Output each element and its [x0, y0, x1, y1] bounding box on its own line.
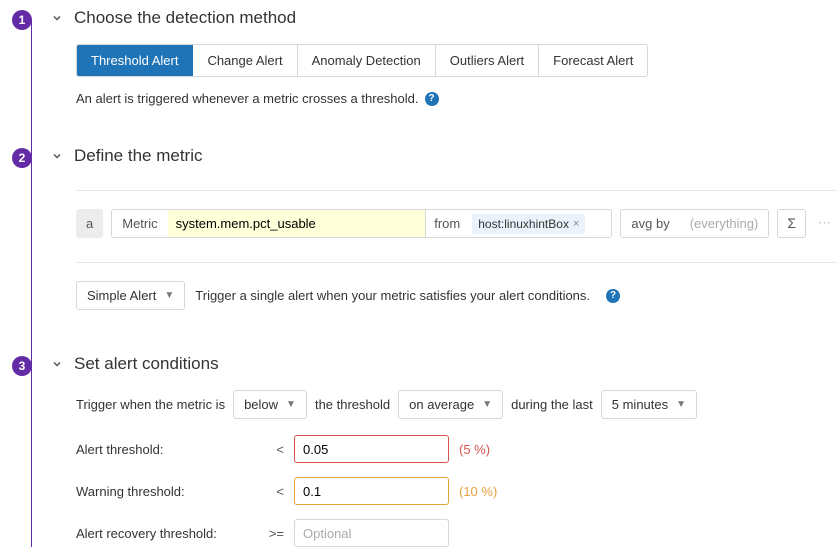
step-2-header[interactable]: Define the metric: [50, 146, 837, 166]
metric-label: Metric: [112, 210, 167, 237]
recovery-threshold-op: >=: [266, 526, 284, 541]
alert-threshold-label: Alert threshold:: [76, 442, 256, 457]
chevron-down-icon: [50, 357, 64, 371]
warning-threshold-input[interactable]: [294, 477, 449, 505]
recovery-threshold-input[interactable]: [294, 519, 449, 547]
caret-down-icon: ▼: [482, 399, 492, 410]
step-2-title: Define the metric: [74, 146, 203, 166]
caret-down-icon: ▼: [164, 290, 174, 301]
step-3-title: Set alert conditions: [74, 354, 219, 374]
direction-select[interactable]: below ▼: [233, 390, 307, 419]
window-select[interactable]: 5 minutes ▼: [601, 390, 697, 419]
tab-forecast-alert[interactable]: Forecast Alert: [539, 45, 647, 76]
metric-input[interactable]: [168, 210, 426, 237]
step-1-title: Choose the detection method: [74, 8, 296, 28]
warning-threshold-op: <: [266, 484, 284, 499]
alert-type-select[interactable]: Simple Alert ▼: [76, 281, 185, 310]
step-1-badge: 1: [12, 10, 32, 30]
tab-change-alert[interactable]: Change Alert: [193, 45, 297, 76]
direction-value: below: [244, 397, 278, 412]
chevron-down-icon: [50, 149, 64, 163]
help-icon[interactable]: ?: [425, 92, 439, 106]
aggregation-selector[interactable]: avg by (everything): [620, 209, 769, 238]
caret-down-icon: ▼: [676, 399, 686, 410]
divider: [76, 262, 837, 263]
alert-threshold-input[interactable]: [294, 435, 449, 463]
help-icon[interactable]: ?: [606, 289, 620, 303]
step-3-badge: 3: [12, 356, 32, 376]
alert-threshold-pct: (5 %): [459, 442, 490, 457]
step-2-badge: 2: [12, 148, 32, 168]
window-value: 5 minutes: [612, 397, 668, 412]
recovery-threshold-label: Alert recovery threshold:: [76, 526, 256, 541]
aggregation-value: on average: [409, 397, 474, 412]
remove-tag-icon[interactable]: ×: [573, 218, 579, 230]
metric-query-row: a Metric from host:linuxhintBox × avg by…: [76, 209, 837, 238]
step-2: 2 Define the metric a Metric from host:l…: [18, 146, 837, 310]
warning-threshold-label: Warning threshold:: [76, 484, 256, 499]
trigger-prefix: Trigger when the metric is: [76, 397, 225, 412]
step-1-header[interactable]: Choose the detection method: [50, 8, 837, 28]
sigma-button[interactable]: Σ: [777, 209, 806, 238]
tab-threshold-alert[interactable]: Threshold Alert: [77, 45, 193, 76]
chevron-down-icon: [50, 11, 64, 25]
more-icon[interactable]: ⋯: [814, 209, 837, 238]
step-3-header[interactable]: Set alert conditions: [50, 354, 837, 374]
agg-placeholder: (everything): [680, 210, 769, 237]
trigger-during: during the last: [511, 397, 593, 412]
host-tag[interactable]: host:linuxhintBox ×: [472, 214, 585, 234]
alert-threshold-op: <: [266, 442, 284, 457]
alert-type-value: Simple Alert: [87, 288, 156, 303]
host-tag-text: host:linuxhintBox: [478, 217, 569, 231]
aggregation-select[interactable]: on average ▼: [398, 390, 503, 419]
detection-description: An alert is triggered whenever a metric …: [76, 91, 419, 106]
metric-builder: Metric from host:linuxhintBox ×: [111, 209, 612, 238]
alert-type-description: Trigger a single alert when your metric …: [195, 288, 590, 303]
alert-threshold-row: Alert threshold: < (5 %): [76, 435, 837, 463]
step-3: 3 Set alert conditions Trigger when the …: [18, 354, 837, 547]
warning-threshold-pct: (10 %): [459, 484, 497, 499]
caret-down-icon: ▼: [286, 399, 296, 410]
warning-threshold-row: Warning threshold: < (10 %): [76, 477, 837, 505]
detection-method-tabs: Threshold Alert Change Alert Anomaly Det…: [76, 44, 648, 77]
recovery-threshold-row: Alert recovery threshold: >=: [76, 519, 837, 547]
divider: [76, 190, 837, 191]
tab-outliers-alert[interactable]: Outliers Alert: [436, 45, 539, 76]
step-1: 1 Choose the detection method Threshold …: [18, 8, 837, 106]
query-letter-chip[interactable]: a: [76, 209, 103, 238]
trigger-condition-line: Trigger when the metric is below ▼ the t…: [76, 390, 837, 419]
trigger-mid: the threshold: [315, 397, 390, 412]
tab-anomaly-detection[interactable]: Anomaly Detection: [298, 45, 436, 76]
agg-label: avg by: [621, 210, 679, 237]
from-label: from: [425, 210, 468, 237]
